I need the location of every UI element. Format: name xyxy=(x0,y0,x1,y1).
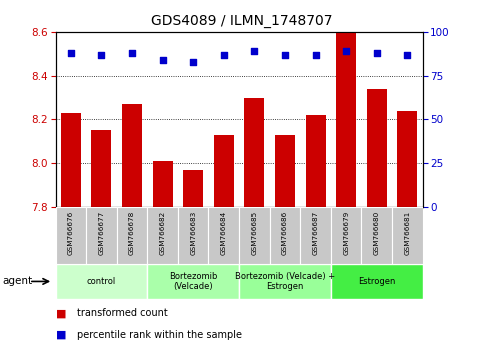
Text: ■: ■ xyxy=(56,308,66,318)
Point xyxy=(159,57,167,63)
Text: Bortezomib (Velcade) +
Estrogen: Bortezomib (Velcade) + Estrogen xyxy=(235,272,335,291)
Point xyxy=(403,52,411,57)
Bar xyxy=(239,264,331,299)
Point xyxy=(312,52,319,57)
Bar xyxy=(147,264,239,299)
Bar xyxy=(178,207,209,264)
Text: GSM766677: GSM766677 xyxy=(99,211,104,255)
Text: GSM766683: GSM766683 xyxy=(190,211,196,255)
Text: GDS4089 / ILMN_1748707: GDS4089 / ILMN_1748707 xyxy=(151,14,332,28)
Point xyxy=(98,52,105,57)
Bar xyxy=(398,111,417,207)
Bar xyxy=(270,207,300,264)
Bar xyxy=(361,207,392,264)
Text: Bortezomib
(Velcade): Bortezomib (Velcade) xyxy=(169,272,217,291)
Text: GSM766682: GSM766682 xyxy=(159,211,166,255)
Text: GSM766680: GSM766680 xyxy=(374,211,380,255)
Bar xyxy=(209,207,239,264)
Bar xyxy=(306,115,326,207)
Bar xyxy=(331,264,423,299)
Bar xyxy=(86,207,117,264)
Text: percentile rank within the sample: percentile rank within the sample xyxy=(77,330,242,339)
Bar xyxy=(61,113,81,207)
Bar xyxy=(147,207,178,264)
Text: transformed count: transformed count xyxy=(77,308,168,318)
Bar xyxy=(56,207,86,264)
Bar xyxy=(300,207,331,264)
Text: GSM766685: GSM766685 xyxy=(251,211,257,255)
Point xyxy=(128,50,136,56)
Bar xyxy=(214,135,234,207)
Bar xyxy=(117,207,147,264)
Text: agent: agent xyxy=(2,276,32,286)
Point xyxy=(220,52,227,57)
Bar xyxy=(239,207,270,264)
Bar xyxy=(153,161,172,207)
Point xyxy=(373,50,381,56)
Text: GSM766679: GSM766679 xyxy=(343,211,349,255)
Text: GSM766676: GSM766676 xyxy=(68,211,74,255)
Point xyxy=(189,59,197,64)
Text: Estrogen: Estrogen xyxy=(358,277,396,286)
Text: GSM766681: GSM766681 xyxy=(404,211,411,255)
Text: GSM766684: GSM766684 xyxy=(221,211,227,255)
Bar xyxy=(91,130,112,207)
Point xyxy=(281,52,289,57)
Bar xyxy=(275,135,295,207)
Text: control: control xyxy=(87,277,116,286)
Bar xyxy=(244,98,264,207)
Bar xyxy=(331,207,361,264)
Text: GSM766687: GSM766687 xyxy=(313,211,319,255)
Bar xyxy=(367,89,387,207)
Bar xyxy=(392,207,423,264)
Bar xyxy=(56,264,147,299)
Point xyxy=(67,50,75,56)
Point xyxy=(342,48,350,54)
Text: ■: ■ xyxy=(56,330,66,339)
Point xyxy=(251,48,258,54)
Bar xyxy=(336,32,356,207)
Bar xyxy=(122,104,142,207)
Text: GSM766678: GSM766678 xyxy=(129,211,135,255)
Bar xyxy=(183,170,203,207)
Text: GSM766686: GSM766686 xyxy=(282,211,288,255)
